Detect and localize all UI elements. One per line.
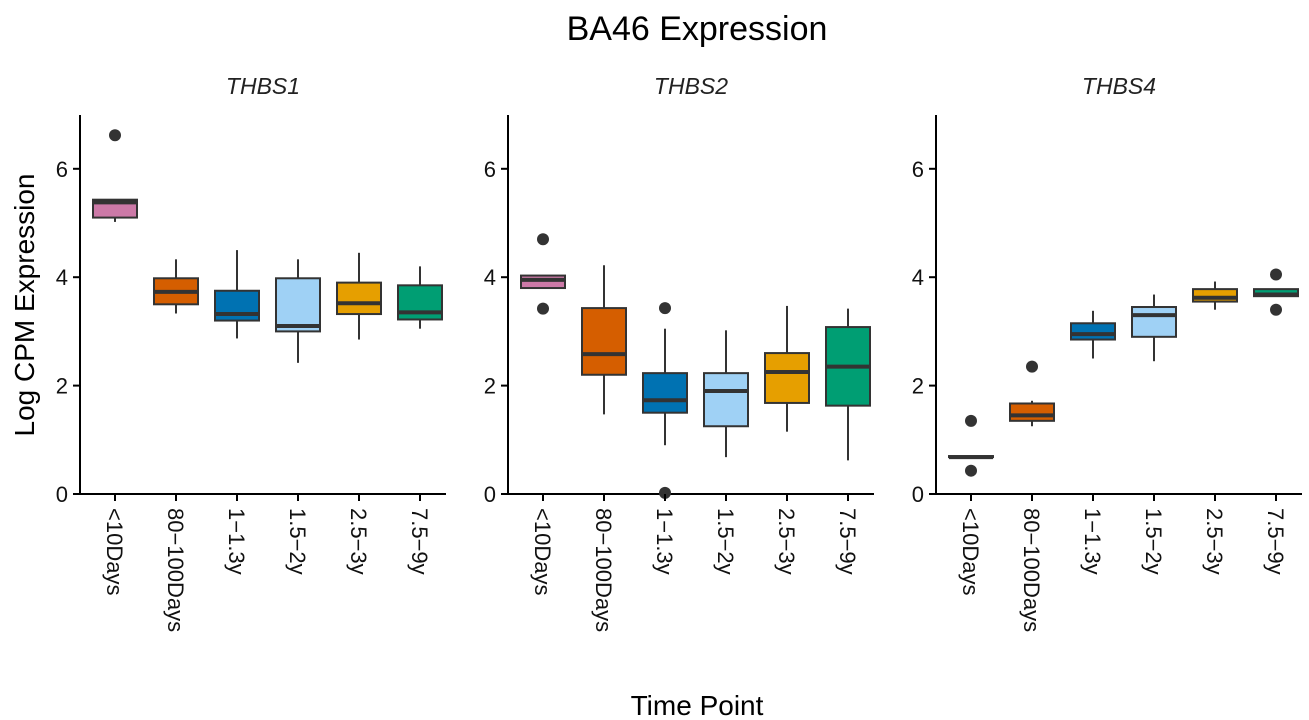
y-tick-label: 2 [912,374,924,399]
y-tick-label: 0 [56,482,68,507]
box-iqr [1131,306,1177,338]
box-5 [397,266,443,329]
y-tick-label: 4 [484,265,496,290]
outlier-point [965,414,977,427]
chart-title: BA46 Expression [567,10,828,48]
box-2 [642,302,688,499]
box-iqr [764,352,810,404]
box-0 [92,129,138,222]
x-tick-label: 1−1.3y [224,508,249,575]
box-3 [275,259,321,363]
box-iqr [1009,402,1055,422]
x-tick-label: 80−100Days [1019,508,1044,632]
box-5 [825,308,871,461]
box-2 [1070,310,1116,359]
panel-thbs2: THBS2 0 2 4 6 <10Days 80−100Days 1−1.3y 1.5−2y 2.… [484,73,874,632]
outlier-point [1026,360,1038,373]
box-0 [948,414,994,477]
x-tick-label: 1.5−2y [713,508,738,575]
y-tick-label: 6 [912,157,924,182]
x-tick-label: 7.5−9y [407,508,432,575]
outlier-point [537,233,549,246]
outlier-point [109,129,121,142]
x-tick-label: <10Days [102,508,127,595]
y-tick-label: 0 [484,482,496,507]
panel-title: THBS1 [226,73,300,99]
x-tick-label: 1.5−2y [285,508,310,575]
x-tick-label: <10Days [958,508,983,595]
box-iqr [214,289,260,322]
outlier-point [659,302,671,315]
x-tick-label: 7.5−9y [1263,508,1288,575]
x-tick-label: 2.5−3y [774,508,799,575]
box-4 [1192,281,1238,310]
box-iqr [1070,322,1116,341]
box-3 [1131,294,1177,362]
y-tick-label: 0 [912,482,924,507]
box-5 [1253,268,1299,316]
panel-title: THBS4 [1082,73,1156,99]
y-axis-title: Log CPM Expression [9,173,40,436]
panel-thbs4: THBS4 0 2 4 6 <10Days 80−100Days 1−1.3y 1.5−2y 2.… [912,73,1302,632]
box-iqr [703,372,749,428]
box-3 [703,330,749,458]
x-tick-label: 1−1.3y [652,508,677,575]
box-4 [336,252,382,340]
panel-thbs1: THBS1 0 2 4 6 <10Days 80−100Days 1−1.3y 1.5−2y 2.… [56,73,446,632]
outlier-point [659,486,671,499]
x-tick-label: <10Days [530,508,555,595]
box-1 [1009,360,1055,427]
outlier-point [965,464,977,477]
box-iqr [581,307,627,376]
panels-group: THBS1 0 2 4 6 <10Days 80−100Days 1−1.3y 1.5−2y 2.… [56,73,1302,632]
y-tick-label: 6 [56,157,68,182]
y-tick-label: 2 [56,374,68,399]
box-iqr [275,277,321,333]
outlier-point [537,302,549,315]
y-tick-label: 6 [484,157,496,182]
box-iqr [336,281,382,316]
x-tick-label: 7.5−9y [835,508,860,575]
y-tick-label: 4 [56,265,68,290]
outlier-point [1270,303,1282,316]
x-tick-label: 1.5−2y [1141,508,1166,575]
box-1 [153,259,199,314]
box-0 [520,233,566,315]
box-4 [764,305,810,432]
x-tick-label: 1−1.3y [1080,508,1105,575]
x-tick-label: 2.5−3y [1202,508,1227,575]
panel-title: THBS2 [654,73,728,99]
x-tick-label: 80−100Days [163,508,188,632]
outlier-point [1270,268,1282,281]
box-2 [214,250,260,339]
box-1 [581,265,627,415]
x-tick-label: 2.5−3y [346,508,371,575]
box-iqr [642,372,688,414]
y-tick-label: 4 [912,265,924,290]
x-axis-title: Time Point [631,690,764,720]
x-tick-label: 80−100Days [591,508,616,632]
y-tick-label: 2 [484,374,496,399]
